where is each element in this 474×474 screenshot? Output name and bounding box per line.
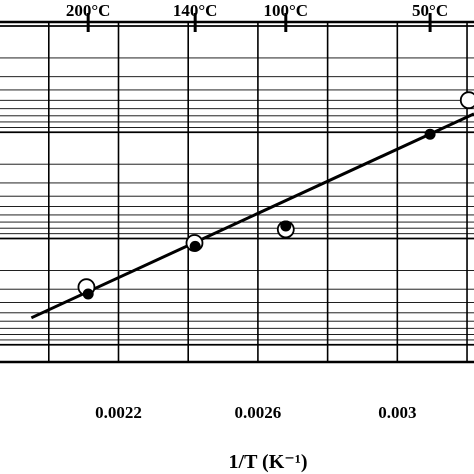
fit-line — [30, 112, 474, 320]
top-temp-label: 100°C — [264, 1, 309, 20]
labels: 200°C 140°C 100°C 50°C 0.0022 0.0026 0.003 1/T … — [66, 1, 448, 473]
top-temp-label: 50°C — [412, 1, 448, 20]
open-circle-point — [459, 91, 474, 110]
grid — [0, 22, 474, 362]
top-temp-label: 140°C — [173, 1, 218, 20]
data-points — [77, 91, 474, 300]
x-tick-label: 0.003 — [378, 403, 416, 422]
filled-circle-point — [189, 240, 201, 252]
axes — [0, 13, 474, 364]
x-tick-label: 0.0022 — [95, 403, 142, 422]
fit-line-group — [30, 112, 474, 320]
filled-circle-point — [82, 288, 94, 300]
x-axis-label: 1/T (K⁻¹) — [229, 451, 308, 473]
top-temp-label: 200°C — [66, 1, 111, 20]
x-tick-label: 0.0026 — [235, 403, 282, 422]
filled-circle-point — [280, 220, 292, 232]
filled-circle-point — [424, 128, 436, 140]
